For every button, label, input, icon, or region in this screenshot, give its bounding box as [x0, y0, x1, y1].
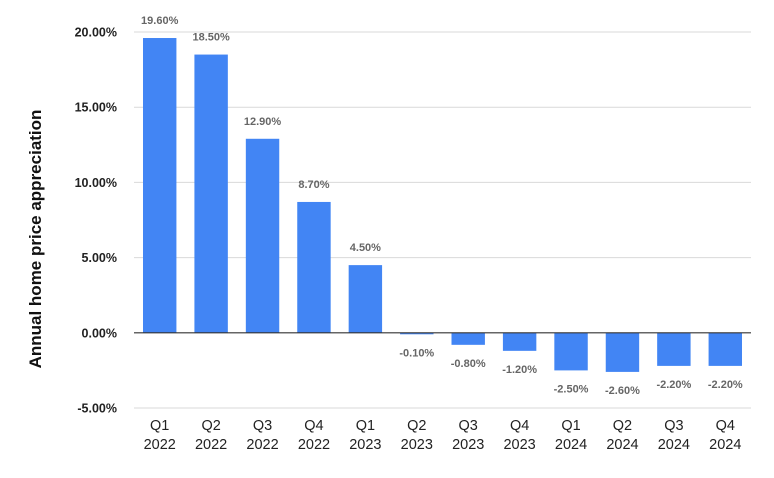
bar [554, 332, 588, 371]
x-tick-label: 2023 [349, 437, 381, 453]
x-tick-label: 2024 [709, 437, 741, 453]
y-tick-label: -5.00% [77, 402, 117, 416]
x-tick-label: 2022 [246, 437, 278, 453]
x-tick-label: Q3 [459, 418, 478, 434]
x-tick-label: 2022 [195, 437, 227, 453]
data-label: -0.10% [399, 347, 434, 359]
bar [708, 332, 743, 366]
x-tick-label: 2023 [452, 437, 484, 453]
bar [400, 332, 434, 335]
data-label: -2.20% [708, 379, 743, 391]
x-tick-label: Q1 [356, 418, 375, 434]
x-tick-label: Q2 [407, 418, 426, 434]
data-label: 8.70% [298, 179, 329, 191]
y-tick-label: 20.00% [75, 26, 117, 40]
x-tick-label: 2024 [606, 437, 638, 453]
bar [142, 38, 177, 333]
x-tick-label: 2023 [503, 437, 535, 453]
x-tick-label: Q4 [304, 418, 323, 434]
y-tick-label: 5.00% [82, 251, 117, 265]
x-tick-label: Q2 [613, 418, 632, 434]
bars [142, 38, 743, 372]
y-axis-title: Annual home price appreciation [26, 110, 45, 369]
bar [245, 138, 280, 333]
data-label: 18.50% [192, 32, 230, 44]
y-tick-label: 10.00% [75, 176, 117, 190]
bar [451, 332, 485, 345]
bar [605, 332, 640, 372]
x-tick-label: 2024 [658, 437, 690, 453]
x-tick-label: 2023 [401, 437, 433, 453]
bar [348, 265, 383, 333]
data-label: -2.60% [605, 385, 640, 397]
x-tick-label: 2022 [144, 437, 176, 453]
y-tick-label: 0.00% [82, 326, 117, 340]
x-tick-label: Q3 [253, 418, 272, 434]
data-label: 4.50% [350, 242, 381, 254]
bar [657, 332, 691, 366]
data-label: -0.80% [451, 358, 486, 370]
x-tick-label: 2022 [298, 437, 330, 453]
data-label: -1.20% [502, 364, 537, 376]
x-tick-label: Q4 [716, 418, 735, 434]
x-tick-label: Q3 [664, 418, 683, 434]
data-label: 19.60% [141, 15, 179, 27]
data-label: -2.50% [554, 383, 589, 395]
bar [194, 54, 228, 333]
bar [502, 332, 537, 351]
x-tick-label: Q4 [510, 418, 529, 434]
gridlines [134, 31, 751, 409]
bar [297, 201, 331, 333]
data-label: 12.90% [244, 116, 282, 128]
x-tick-label: Q1 [561, 418, 580, 434]
x-tick-label: Q2 [201, 418, 220, 434]
y-tick-label: 15.00% [75, 101, 117, 115]
data-label: -2.20% [656, 379, 691, 391]
y-axis-tick-labels: 20.00% 15.00% 10.00% 5.00% 0.00% -5.00% [75, 26, 117, 416]
x-axis-tick-labels: Q1 2022 Q2 2022 Q3 2022 Q4 2022 Q1 2023 Q2 2023 Q3 20… [144, 418, 742, 453]
x-tick-label: Q1 [150, 418, 169, 434]
data-labels: 19.60% 18.50% 12.90% 8.70% 4.50% -0.10% -0.80%… [141, 15, 743, 397]
x-tick-label: 2024 [555, 437, 587, 453]
